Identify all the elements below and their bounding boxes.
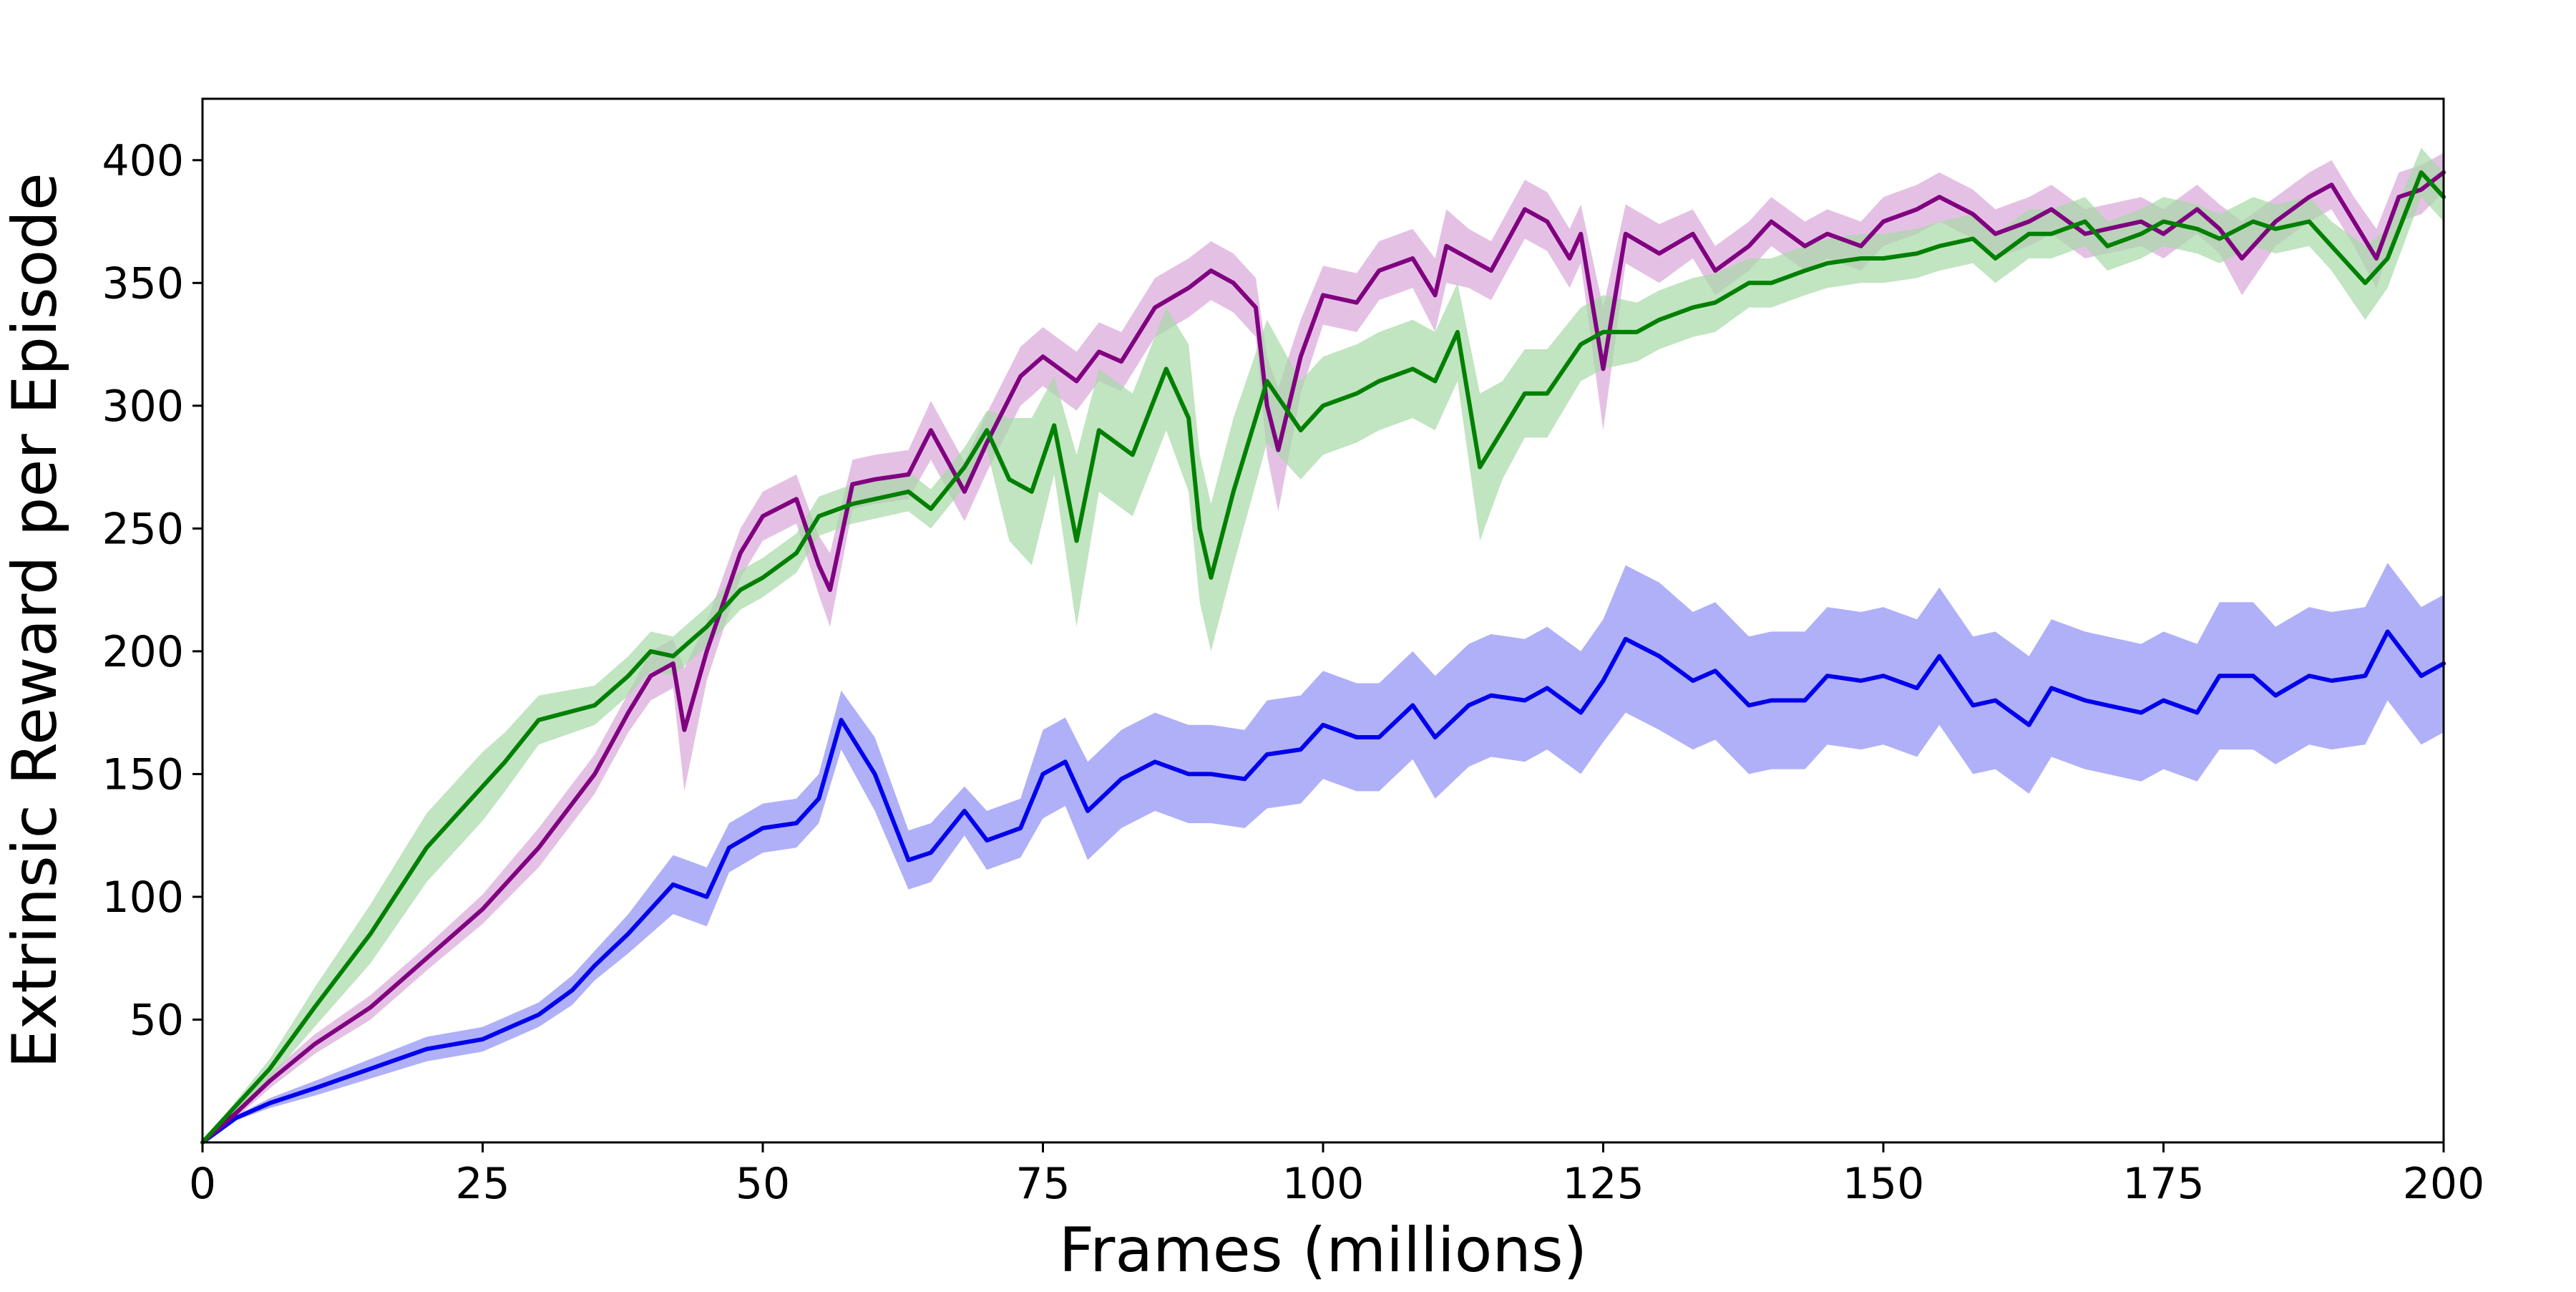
y-axis-title: Extrinsic Reward per Episode bbox=[0, 173, 71, 1069]
y-tick-label: 300 bbox=[102, 382, 184, 432]
y-tick-label: 50 bbox=[130, 995, 184, 1045]
series-3-band bbox=[203, 147, 2444, 1143]
x-tick-label: 200 bbox=[2403, 1159, 2485, 1209]
x-tick-label: 100 bbox=[1282, 1159, 1365, 1209]
x-tick-label: 175 bbox=[2122, 1159, 2205, 1209]
x-axis-title: Frames (millions) bbox=[1059, 1215, 1587, 1286]
y-axis-ticks: 50 100 150 200 250 300 350 400 bbox=[102, 136, 203, 1045]
x-tick-label: 150 bbox=[1843, 1159, 1925, 1209]
y-tick-label: 150 bbox=[102, 749, 184, 800]
y-tick-label: 400 bbox=[102, 136, 184, 186]
series-3-line bbox=[200, 170, 2446, 1145]
series-1-line bbox=[200, 629, 2446, 1145]
y-tick-label: 350 bbox=[102, 258, 184, 309]
x-axis-ticks: 0 25 50 75 100 125 150 175 200 bbox=[189, 1142, 2484, 1209]
series-1-band bbox=[203, 563, 2444, 1142]
y-tick-label: 250 bbox=[102, 504, 184, 554]
x-tick-label: 25 bbox=[455, 1159, 509, 1209]
confidence-bands bbox=[203, 147, 2444, 1143]
x-tick-label: 0 bbox=[189, 1159, 216, 1209]
y-tick-label: 100 bbox=[102, 873, 184, 923]
x-tick-label: 125 bbox=[1562, 1159, 1644, 1209]
x-tick-label: 50 bbox=[736, 1159, 790, 1209]
series-lines bbox=[200, 170, 2446, 1145]
x-tick-label: 75 bbox=[1015, 1159, 1070, 1209]
y-tick-label: 200 bbox=[102, 627, 184, 677]
